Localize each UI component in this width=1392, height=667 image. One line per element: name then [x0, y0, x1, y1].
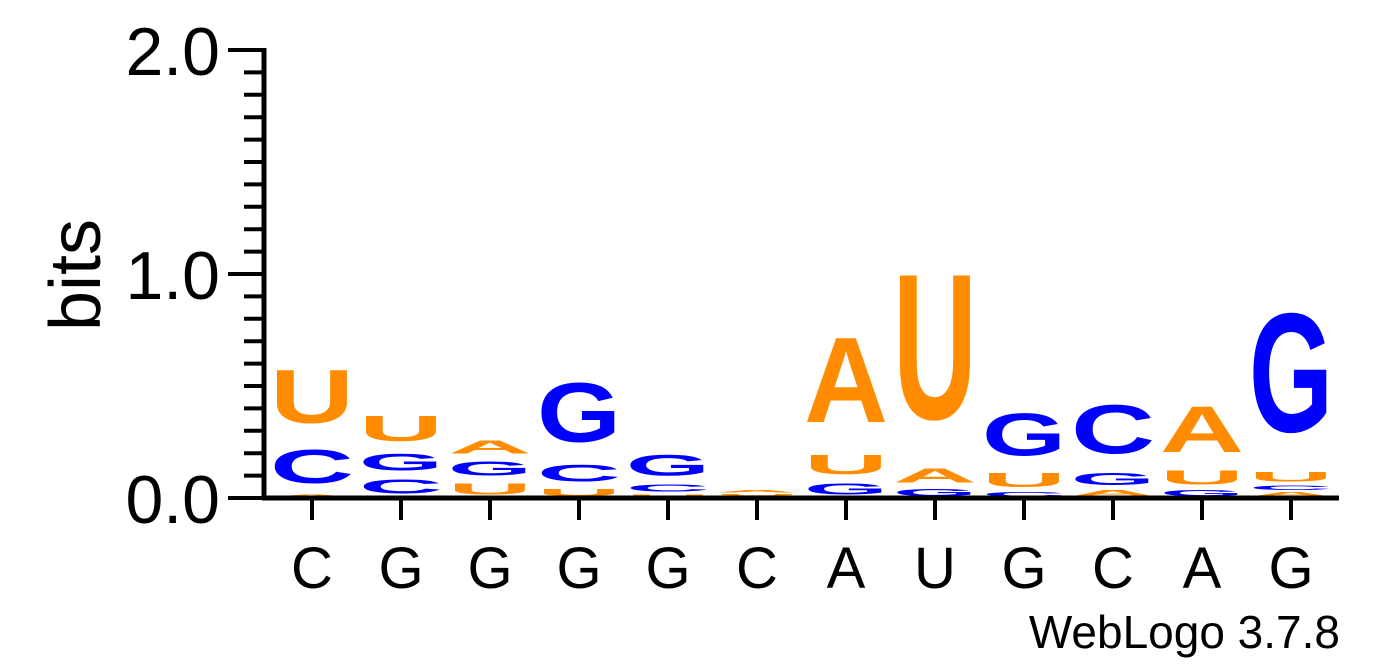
logo-letter-C: C	[1071, 391, 1155, 469]
y-tick-label: 2.0	[125, 14, 220, 90]
logo-letter-C: C	[537, 460, 621, 487]
y-axis-title: bits	[36, 219, 116, 331]
logo-letter-G: G	[626, 448, 710, 482]
logo-letter-U: U	[982, 469, 1066, 492]
y-tick-label: 0.0	[125, 462, 220, 538]
letter-stack: UCG	[626, 448, 710, 498]
letter-stack: GUA	[1160, 393, 1244, 498]
letter-stacks: ACUCGUUGAUCGUCGGUAGUAGAUCUGAGCGUAACUG	[270, 230, 1333, 498]
logo-letter-A: A	[893, 464, 977, 487]
position-label: G	[556, 536, 601, 601]
logo-letter-A: A	[1160, 393, 1244, 467]
logo-letter-U: U	[359, 409, 443, 449]
logo-letter-U: U	[804, 448, 888, 479]
logo-letter-C: C	[270, 439, 354, 493]
logo-letter-A: A	[715, 489, 799, 493]
letter-stack: AGC	[1071, 391, 1155, 498]
logo-letter-U: U	[893, 230, 977, 463]
logo-letter-G: G	[448, 458, 532, 480]
position-label: C	[1092, 536, 1134, 601]
position-label: A	[1183, 536, 1222, 601]
position-label: G	[1268, 536, 1313, 601]
position-label: G	[645, 536, 690, 601]
logo-letter-A: A	[804, 312, 888, 448]
logo-letter-G: G	[359, 449, 443, 476]
weblogo-credit: WebLogo 3.7.8	[1029, 606, 1340, 658]
logo-letter-C: C	[359, 475, 443, 498]
position-label: A	[827, 536, 866, 601]
letter-stack: CUG	[982, 401, 1066, 498]
logo-letter-U: U	[448, 480, 532, 498]
logo-letter-G: G	[537, 366, 621, 460]
position-label: C	[291, 536, 333, 601]
logo-letter-U: U	[715, 494, 799, 496]
logo-letter-A: A	[448, 437, 532, 457]
y-tick-label: 1.0	[125, 238, 220, 314]
logo-letter-G: G	[804, 480, 888, 498]
logo-letter-C: C	[1249, 485, 1333, 492]
letter-stack: GUA	[804, 312, 888, 498]
y-axis: 0.0 1.0 2.0	[125, 14, 264, 538]
logo-letter-G: G	[1249, 279, 1333, 469]
letter-stack: CGU	[359, 409, 443, 498]
letter-stack: UGA	[448, 437, 532, 497]
position-label: U	[914, 536, 956, 601]
logo-letter-G: G	[1071, 469, 1155, 489]
logo-letter-G: G	[982, 401, 1066, 468]
letter-stack: GAU	[893, 230, 977, 498]
logo-letter-U: U	[1160, 466, 1244, 489]
position-label: G	[378, 536, 423, 601]
letter-stack: ACU	[270, 354, 354, 498]
position-label: G	[1001, 536, 1046, 601]
position-label: C	[736, 536, 778, 601]
logo-letter-U: U	[1249, 469, 1333, 485]
position-label: G	[467, 536, 512, 601]
logo-letter-U: U	[270, 354, 354, 439]
letter-stack: UCG	[537, 366, 621, 498]
logo-letter-C: C	[626, 482, 710, 493]
